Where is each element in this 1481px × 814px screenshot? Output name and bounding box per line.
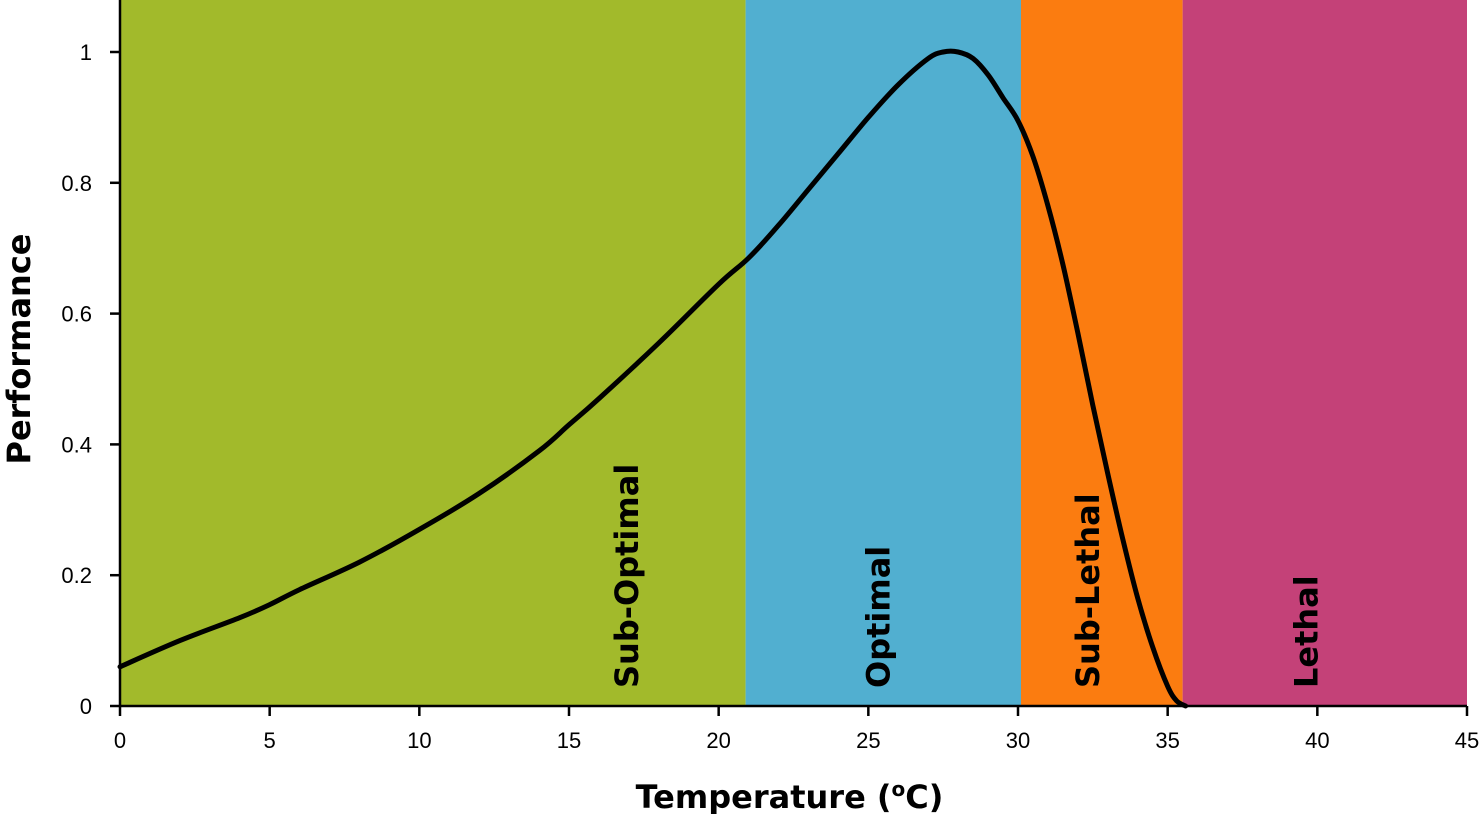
- regions-layer: [120, 0, 1467, 706]
- ticks-layer: 0 5 10 15 20 25 30 35 40 45 0 0.2 0.4 0.6 0.8 1: [61, 40, 1479, 753]
- axes-layer: [118, 0, 1467, 708]
- region-label-sub-optimal: Sub-Optimal: [608, 464, 646, 688]
- x-tick-label: 35: [1155, 728, 1179, 753]
- y-axis-title: Performance: [0, 233, 38, 464]
- y-tick-label: 1: [80, 40, 92, 65]
- x-tick-label: 40: [1305, 728, 1329, 753]
- y-tick-label: 0.2: [61, 563, 92, 588]
- x-axis-title-main: Temperature (: [636, 778, 892, 814]
- x-axis-title-superscript: o: [892, 777, 906, 801]
- region-label-optimal: Optimal: [859, 546, 897, 688]
- region-optimal: [745, 0, 1021, 706]
- y-tick-label: 0: [80, 694, 92, 719]
- x-tick-label: 25: [856, 728, 880, 753]
- x-tick-label: 10: [407, 728, 431, 753]
- x-tick-label: 15: [557, 728, 581, 753]
- y-tick-label: 0.4: [61, 432, 92, 457]
- y-tick-label: 0.6: [61, 302, 92, 327]
- performance-curve-line: [117, 48, 1189, 709]
- region-label-lethal: Lethal: [1287, 575, 1325, 688]
- y-tick-label: 0.8: [61, 171, 92, 196]
- region-sub-lethal: [1020, 0, 1183, 706]
- x-tick-label: 30: [1006, 728, 1030, 753]
- region-sub-optimal: [120, 0, 746, 706]
- x-tick-label: 45: [1455, 728, 1479, 753]
- x-tick-label: 20: [706, 728, 730, 753]
- region-label-sub-lethal: Sub-Lethal: [1069, 493, 1107, 688]
- x-axis-title-tail: C): [905, 778, 943, 814]
- x-axis-title: Temperature (oC): [636, 777, 944, 814]
- region-labels-layer: Sub-Optimal Optimal Sub-Lethal Lethal: [608, 464, 1325, 688]
- region-lethal: [1182, 0, 1467, 706]
- x-tick-label: 5: [264, 728, 276, 753]
- x-tick-label: 0: [114, 728, 126, 753]
